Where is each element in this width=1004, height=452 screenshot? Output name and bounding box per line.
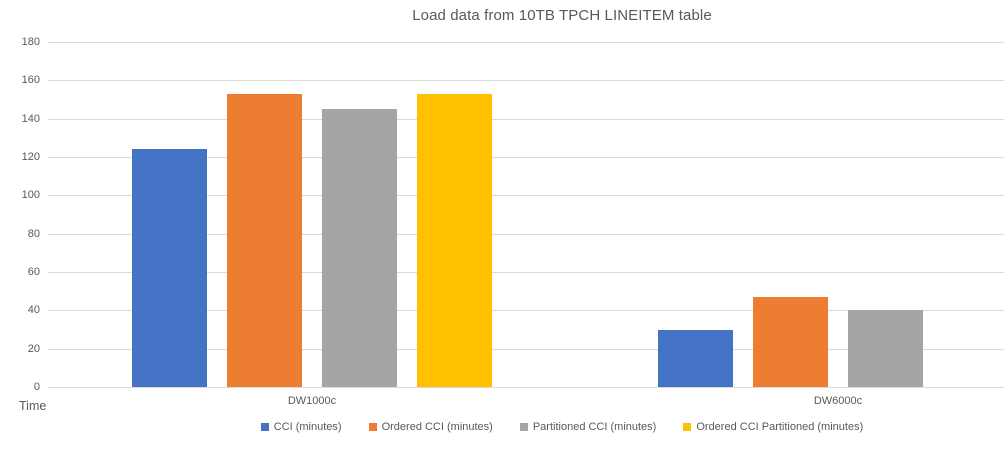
legend: CCI (minutes) Ordered CCI (minutes) Partit…: [120, 421, 1004, 433]
x-category-label-DW6000c: DW6000c: [813, 395, 863, 407]
y-axis-title: Time: [19, 399, 47, 413]
bar-DW6000c-series-2: [848, 310, 923, 387]
x-category-label-DW1000c: DW1000c: [287, 395, 337, 407]
legend-item-0: CCI (minutes): [260, 421, 342, 433]
y-tick-label: 100: [21, 189, 40, 202]
legend-swatch-icon: [260, 423, 269, 431]
legend-label: Partitioned CCI (minutes): [532, 421, 657, 433]
bar-DW6000c-series-0: [658, 329, 733, 387]
legend-swatch-icon: [368, 423, 377, 431]
y-tick-label: 120: [21, 151, 40, 163]
bar-DW1000c-series-0: [132, 149, 207, 387]
legend-label: Ordered CCI Partitioned (minutes): [696, 421, 864, 433]
gridline: [48, 42, 1004, 43]
y-tick-label: 60: [27, 266, 40, 278]
legend-swatch-icon: [683, 423, 692, 431]
gridline: [48, 233, 1004, 235]
legend-label: Ordered CCI (minutes): [381, 421, 493, 433]
bar-DW1000c-series-2: [322, 109, 397, 387]
gridline: [48, 80, 1004, 82]
y-tick-label: 0: [33, 381, 40, 393]
y-tick-label: 40: [27, 304, 40, 317]
y-tick-label: 140: [21, 112, 40, 125]
legend-label: CCI (minutes): [273, 421, 342, 433]
bar-DW6000c-series-1: [753, 296, 828, 387]
y-tick-label: 80: [27, 227, 40, 240]
chart-title: Load data from 10TB TPCH LINEITEM table: [412, 7, 712, 24]
bar-DW1000c-series-1: [227, 93, 302, 388]
gridline: [48, 118, 1004, 120]
y-tick-label: 160: [21, 74, 40, 87]
gridline: [48, 310, 1004, 312]
x-axis-line: [48, 387, 1004, 388]
bar-DW1000c-series-3: [417, 93, 492, 388]
legend-item-2: Partitioned CCI (minutes): [519, 421, 657, 433]
y-tick-label: 20: [27, 342, 40, 355]
gridline: [48, 272, 1004, 273]
gridline: [48, 195, 1004, 197]
y-tick-label: 180: [21, 36, 40, 48]
legend-item-3: Ordered CCI Partitioned (minutes): [683, 421, 863, 433]
legend-swatch-icon: [519, 423, 528, 431]
legend-item-1: Ordered CCI (minutes): [368, 421, 493, 433]
gridline: [48, 157, 1004, 158]
gridline: [48, 348, 1004, 350]
